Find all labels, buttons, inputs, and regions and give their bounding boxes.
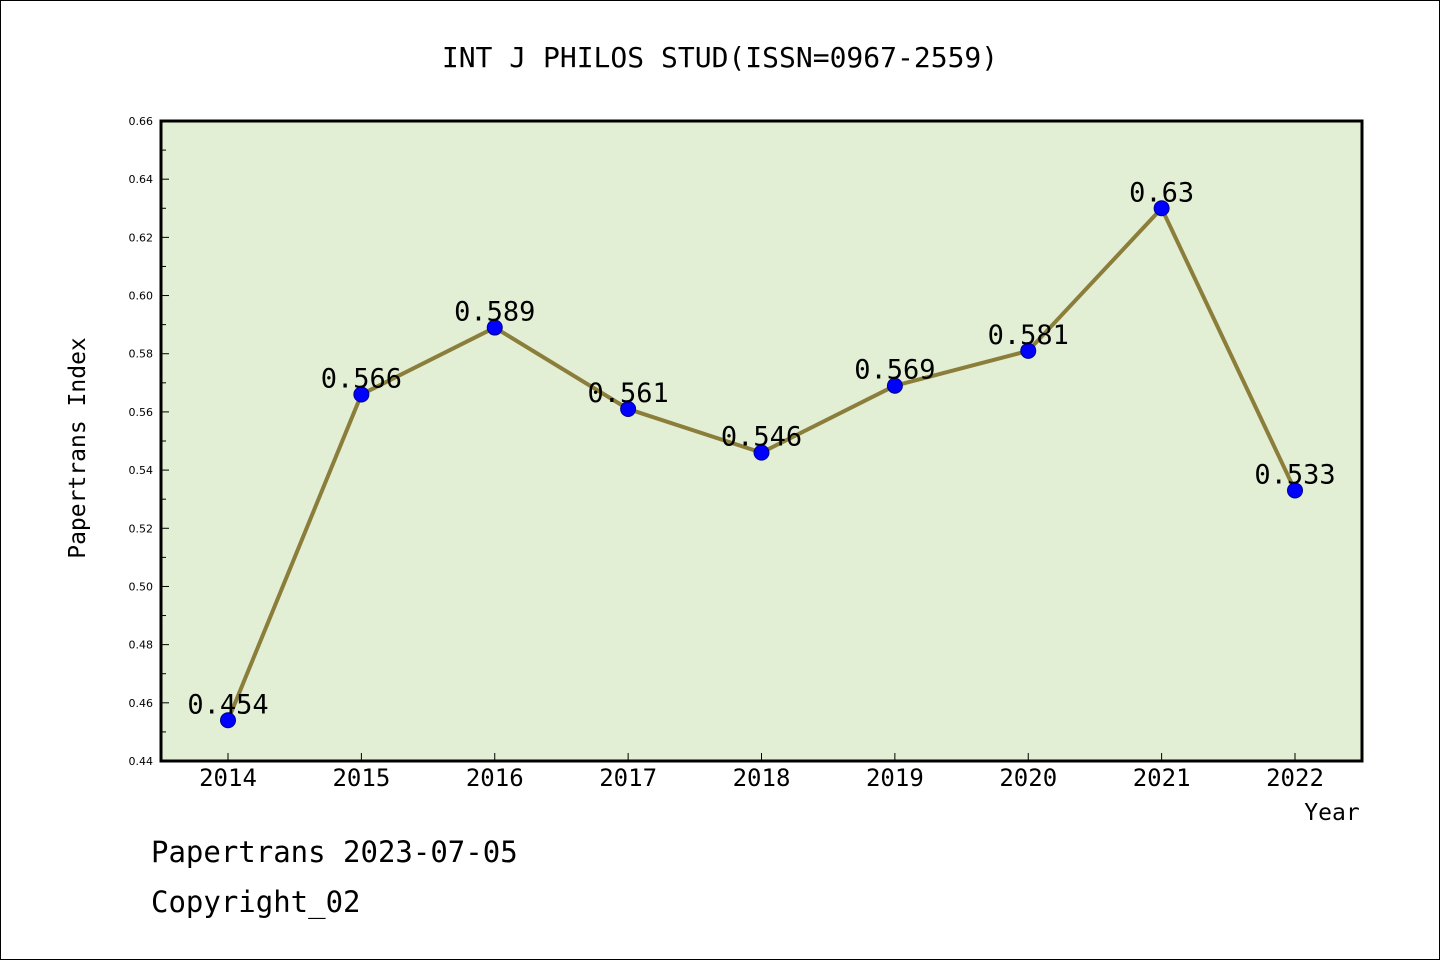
data-label-2020: 0.581 bbox=[988, 320, 1069, 351]
x-axis-label: Year bbox=[1304, 800, 1359, 826]
y-tick-label: 0.56 bbox=[129, 406, 154, 419]
data-label-2019: 0.569 bbox=[854, 355, 935, 386]
x-tick-label: 2015 bbox=[332, 764, 390, 792]
x-tick-label: 2016 bbox=[466, 764, 524, 792]
y-axis-label: Papertrans Index bbox=[65, 337, 91, 559]
footer-copyright: Copyright_02 bbox=[151, 885, 361, 919]
data-point-2020 bbox=[1020, 342, 1037, 359]
y-tick-label: 0.66 bbox=[129, 115, 154, 128]
data-point-2016 bbox=[486, 319, 503, 336]
plot-border bbox=[159, 119, 1364, 763]
data-point-2019 bbox=[886, 377, 903, 394]
data-labels: 0.454 0.566 0.589 0.561 0.546 0.569 0.581 0.63 0… bbox=[187, 177, 1335, 720]
x-tick-label: 2018 bbox=[733, 764, 791, 792]
x-tick-label: 2021 bbox=[1133, 764, 1191, 792]
y-tick-label: 0.46 bbox=[129, 697, 154, 710]
data-label-2021: 0.63 bbox=[1129, 177, 1194, 208]
chart-title: INT J PHILOS STUD(ISSN=0967-2559) bbox=[442, 41, 998, 74]
y-tick-label: 0.50 bbox=[129, 580, 154, 593]
data-point-2017 bbox=[620, 401, 637, 417]
x-tick-label: 2014 bbox=[199, 764, 257, 792]
y-tick-label: 0.48 bbox=[129, 639, 154, 652]
data-point-2021 bbox=[1153, 200, 1170, 217]
y-tick-label: 0.44 bbox=[129, 755, 154, 768]
data-label-2016: 0.589 bbox=[454, 297, 535, 328]
y-tick-label: 0.58 bbox=[129, 348, 154, 361]
data-label-2015: 0.566 bbox=[321, 363, 402, 394]
x-axis: 2014 2015 2016 2017 2018 2019 2020 2021 2022 bbox=[199, 753, 1324, 792]
data-point-2018 bbox=[753, 444, 770, 461]
data-point-2022 bbox=[1287, 482, 1303, 499]
data-label-2022: 0.533 bbox=[1254, 459, 1335, 490]
data-label-2018: 0.546 bbox=[721, 422, 802, 453]
data-point-2014 bbox=[220, 712, 236, 729]
data-label-2014: 0.454 bbox=[187, 689, 268, 720]
data-markers bbox=[220, 200, 1303, 729]
footer-date: Papertrans 2023-07-05 bbox=[151, 835, 518, 869]
y-axis: 0.44 0.46 0.48 0.50 0.52 0.54 0.56 0.58 0.60 0.62… bbox=[129, 115, 169, 768]
x-tick-label: 2019 bbox=[866, 764, 924, 792]
y-tick-label: 0.62 bbox=[129, 231, 154, 244]
x-tick-label: 2022 bbox=[1266, 764, 1324, 792]
x-tick-label: 2020 bbox=[999, 764, 1057, 792]
y-tick-label: 0.52 bbox=[129, 522, 154, 535]
y-tick-label: 0.64 bbox=[129, 173, 154, 186]
y-tick-label: 0.54 bbox=[129, 464, 154, 477]
data-point-2015 bbox=[353, 386, 370, 403]
x-tick-label: 2017 bbox=[599, 764, 657, 792]
y-tick-label: 0.60 bbox=[129, 290, 154, 303]
data-label-2017: 0.561 bbox=[587, 378, 668, 409]
plot-area bbox=[161, 121, 1362, 761]
